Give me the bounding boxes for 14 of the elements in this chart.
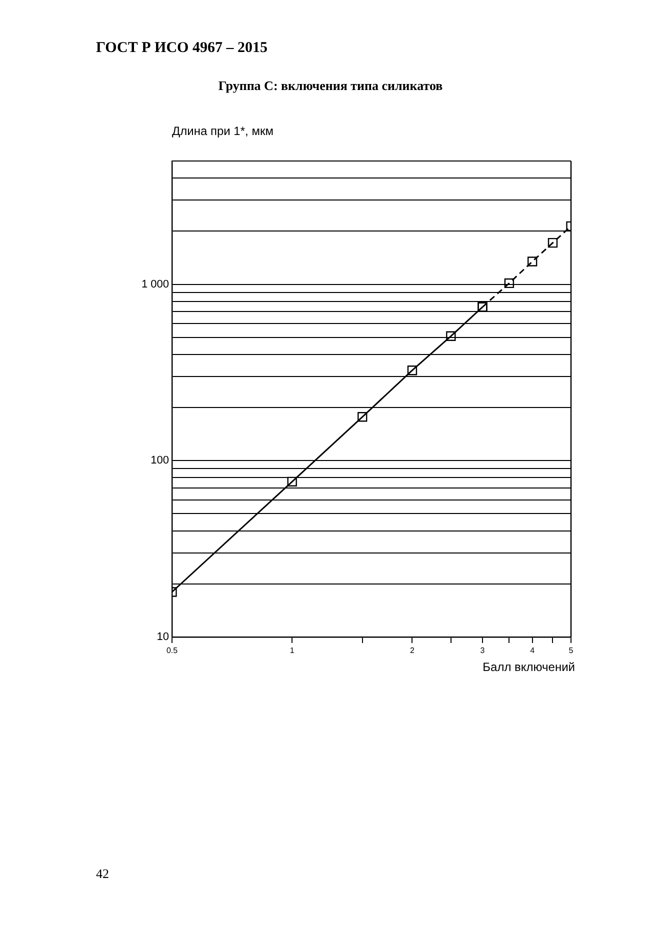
x-tick-label: 1: [290, 646, 295, 656]
x-axis-title: Балл включений: [482, 660, 575, 674]
y-axis-title: Длина при 1*, мкм: [172, 124, 274, 138]
text: ГОСТ Р ИСО 4967 – 2015: [96, 40, 268, 57]
x-tick-label: 4: [530, 646, 536, 656]
x-tick-label: 3: [480, 646, 486, 656]
y-tick-label: 100: [150, 454, 169, 467]
x-tick-label: 2: [410, 646, 415, 656]
y-tick-label: 1 000: [141, 278, 169, 290]
y-tick-label: 10: [156, 631, 169, 644]
text: 42: [96, 866, 109, 882]
x-tick-label: 0.5: [166, 646, 178, 656]
chart-title: Группа С: включения типа силикатов: [217, 78, 444, 94]
x-tick-label: 5: [568, 646, 574, 656]
